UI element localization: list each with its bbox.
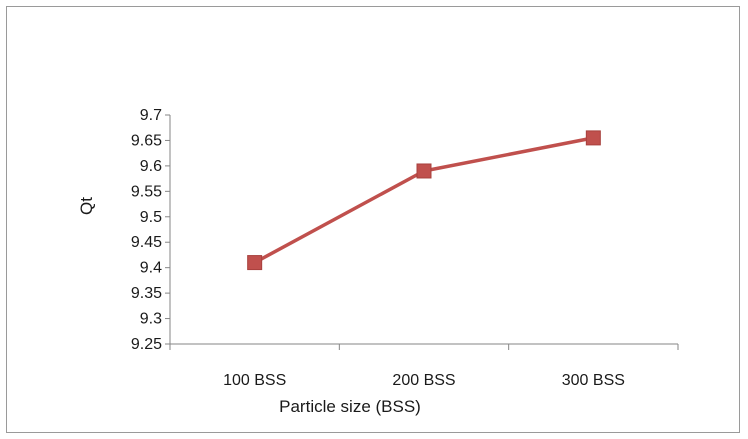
x-axis-title: Particle size (BSS)	[279, 397, 421, 416]
y-tick-label: 9.4	[140, 260, 162, 277]
y-tick-label: 9.7	[140, 107, 162, 124]
y-tick-label: 9.35	[131, 285, 162, 302]
y-tick-label: 9.25	[131, 336, 162, 353]
chart-frame	[6, 6, 740, 433]
x-tick-label: 200 BSS	[392, 372, 455, 389]
y-axis-title: Qt	[77, 197, 96, 215]
series-line	[253, 136, 594, 265]
x-axis: 100 BSS 200 BSS 300 BSS	[169, 343, 679, 389]
series-layer	[247, 130, 601, 271]
data-point-marker	[416, 163, 432, 179]
x-tick-label: 100 BSS	[223, 372, 286, 389]
y-tick-label: 9.6	[140, 158, 162, 175]
data-point-marker	[585, 130, 601, 146]
x-tick-label: 300 BSS	[562, 372, 625, 389]
y-axis: 9.25 9.3 9.35 9.4 9.45 9.5 9.55 9.6 9.65 9.7	[131, 107, 171, 353]
y-tick-label: 9.3	[140, 311, 162, 328]
y-tick-label: 9.55	[131, 183, 162, 200]
y-tick-label: 9.5	[140, 209, 162, 226]
y-tick-label: 9.45	[131, 234, 162, 251]
y-tick-label: 9.65	[131, 132, 162, 149]
data-point-marker	[247, 255, 263, 271]
